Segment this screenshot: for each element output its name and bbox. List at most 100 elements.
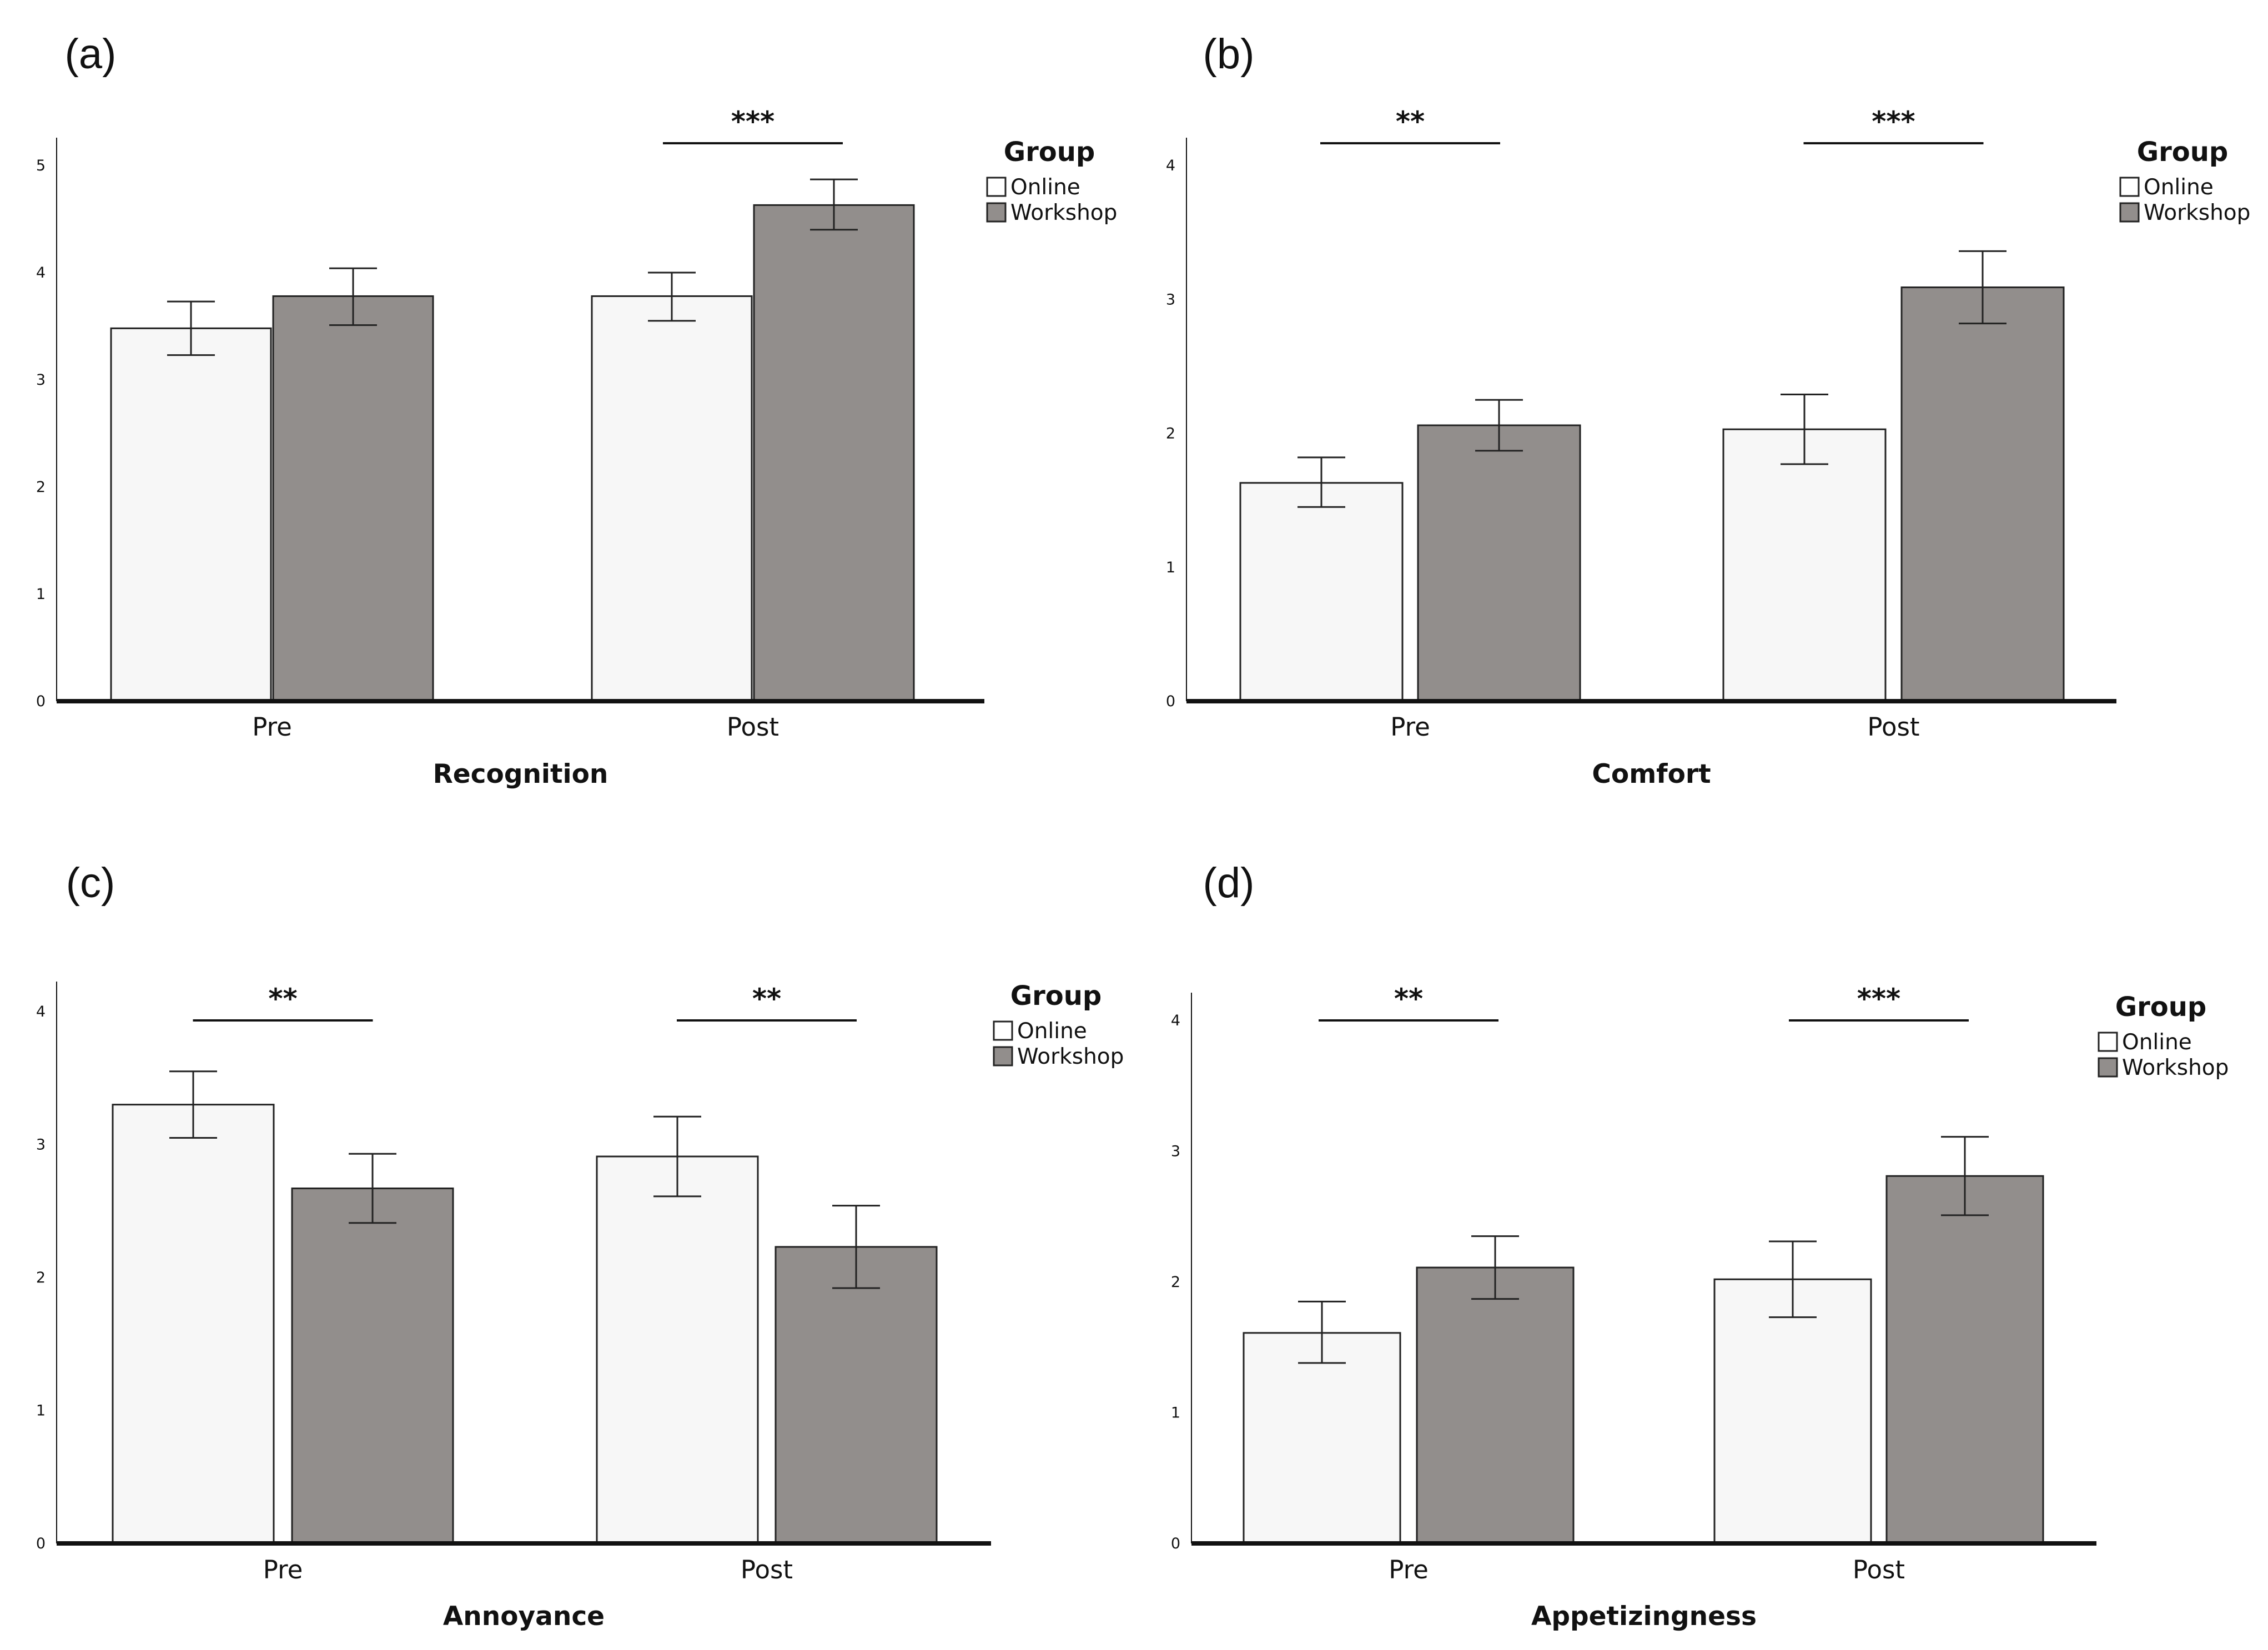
legend-label-workshop: Workshop (1017, 1044, 1124, 1069)
error-bar-online-pre (169, 1070, 217, 1139)
legend-title: Group (2137, 137, 2229, 168)
bar-online-post (596, 1155, 759, 1545)
error-bar-online-post (1781, 394, 1828, 465)
legend-swatch-workshop (2098, 1057, 2118, 1078)
significance-marker: *** (663, 105, 843, 144)
legend-swatch-workshop (993, 1046, 1013, 1067)
significance-marker: *** (1789, 983, 1969, 1022)
legend-title: Group (1004, 137, 1095, 168)
x-tick-label-post: Post (1867, 712, 1919, 742)
significance-marker: *** (1803, 105, 1984, 144)
error-bar-workshop-post (1959, 250, 2006, 325)
legend-title: Group (1010, 980, 1102, 1012)
x-tick-label-pre: Pre (1389, 1555, 1429, 1584)
y-tick-label: 0 (36, 1535, 46, 1552)
y-tick-label: 4 (36, 264, 46, 281)
legend-swatch-online (993, 1020, 1013, 1041)
bar-online-pre (112, 1104, 275, 1545)
significance-stars: ** (752, 983, 781, 1015)
error-bar-online-pre (1298, 1300, 1346, 1364)
y-tick-label: 1 (1166, 559, 1175, 576)
y-tick-label: 0 (1171, 1535, 1180, 1552)
significance-stars: *** (1872, 105, 1915, 138)
y-tick-label: 1 (36, 586, 46, 603)
significance-stars: ** (1394, 983, 1423, 1015)
legend-label-workshop: Workshop (1010, 200, 1117, 225)
y-tick-label: 2 (1171, 1274, 1180, 1291)
bar-online-pre (1243, 1332, 1401, 1545)
bar-online-post (1713, 1278, 1872, 1545)
y-tick-label: 5 (36, 157, 46, 174)
chart-panel-a: (a) 0 1 2 3 4 5 Pre Post Recognition *** Group Onlin… (36, 31, 1118, 789)
legend-label-workshop: Workshop (2122, 1055, 2229, 1080)
bar-workshop-pre (272, 295, 434, 702)
x-tick-label-pre: Pre (252, 712, 292, 742)
x-tick-label-post: Post (727, 712, 779, 742)
x-axis-title: Recognition (433, 759, 609, 789)
error-bar-workshop-pre (329, 267, 377, 326)
error-bar-online-post (648, 271, 696, 322)
panel-label: (a) (65, 31, 117, 78)
bar-workshop-post (753, 204, 915, 702)
legend-swatch-online (2098, 1032, 2118, 1052)
x-tick-label-pre: Pre (263, 1555, 303, 1584)
error-bar-workshop-post (1941, 1136, 1989, 1216)
legend-label-workshop: Workshop (2144, 200, 2250, 225)
legend-title: Group (2115, 992, 2207, 1023)
legend-label-online: Online (1010, 175, 1080, 200)
bar-workshop-pre (291, 1188, 454, 1545)
bar-workshop-pre (1416, 1266, 1575, 1545)
bar-online-pre (1239, 482, 1404, 702)
legend-swatch-online (2119, 177, 2140, 197)
error-bar-workshop-pre (1475, 399, 1523, 452)
error-bar-online-post (653, 1115, 701, 1198)
bar-online-post (591, 295, 753, 702)
legend-label-online: Online (2122, 1030, 2192, 1055)
bar-workshop-post (1900, 286, 2065, 702)
y-tick-label: 3 (1166, 291, 1175, 308)
significance-marker: ** (1319, 983, 1498, 1022)
error-bar-online-pre (167, 300, 215, 356)
bar-online-pre (110, 327, 272, 702)
y-tick-label: 3 (36, 371, 46, 389)
error-bar-workshop-pre (1471, 1235, 1519, 1300)
y-tick-label: 4 (36, 1003, 46, 1020)
x-tick-label-post: Post (1853, 1555, 1905, 1584)
bar-online-post (1722, 428, 1887, 702)
y-tick-label: 4 (1171, 1012, 1180, 1029)
bar-workshop-pre (1417, 424, 1581, 702)
y-tick-label: 0 (36, 693, 46, 710)
significance-marker: ** (193, 983, 373, 1022)
chart-panel-c: (c) 0 1 2 3 4 Pre Post Annoyance ** ** Group OnlineW… (36, 859, 1124, 1632)
significance-stars: ** (268, 983, 297, 1015)
x-axis-title: Appetizingness (1531, 1601, 1757, 1632)
legend-label-online: Online (1017, 1019, 1087, 1044)
x-axis-title: Comfort (1592, 759, 1711, 789)
x-tick-label-post: Post (741, 1555, 793, 1584)
y-tick-label: 4 (1166, 157, 1175, 174)
x-tick-label-pre: Pre (1390, 712, 1430, 742)
significance-stars: *** (1857, 983, 1900, 1015)
error-bar-online-pre (1298, 456, 1345, 508)
panel-label: (b) (1203, 31, 1255, 78)
significance-marker: ** (1320, 105, 1500, 144)
bar-workshop-post (775, 1246, 938, 1545)
y-tick-label: 3 (1171, 1143, 1180, 1160)
panel-label: (c) (66, 859, 115, 907)
y-tick-label: 3 (36, 1136, 46, 1154)
panel-label: (d) (1203, 859, 1255, 907)
significance-marker: ** (677, 983, 857, 1022)
bar-workshop-post (1885, 1175, 2044, 1545)
legend-label-online: Online (2144, 175, 2214, 200)
error-bar-online-post (1769, 1240, 1817, 1319)
y-tick-label: 2 (36, 1269, 46, 1286)
error-bar-workshop-post (832, 1205, 880, 1289)
legend-swatch-workshop (986, 202, 1007, 223)
legend-swatch-workshop (2119, 202, 2140, 223)
